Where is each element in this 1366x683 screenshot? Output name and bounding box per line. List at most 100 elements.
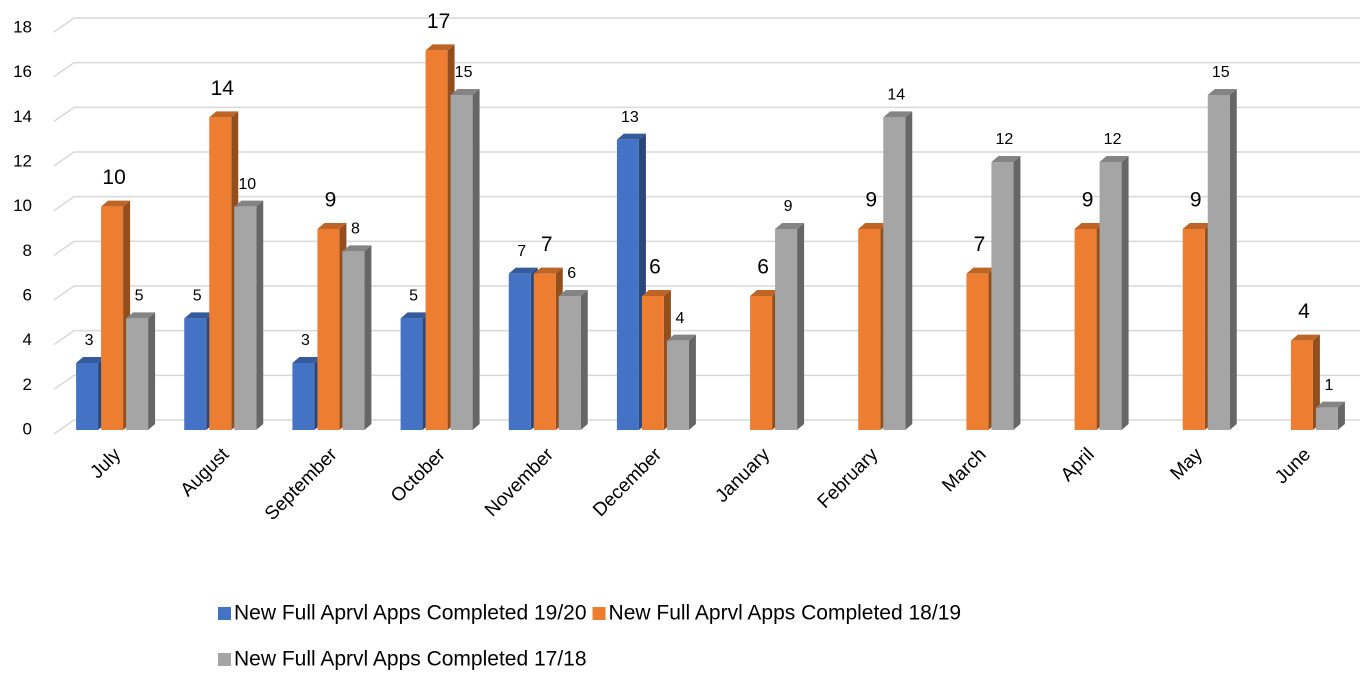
bar-top — [1207, 89, 1237, 95]
bar — [292, 363, 315, 430]
bar-top — [616, 133, 646, 140]
bar-top — [750, 290, 780, 296]
x-tick-label: June — [1271, 444, 1315, 488]
legend-swatch — [592, 607, 606, 620]
x-tick-label: April — [1057, 444, 1099, 486]
bar — [508, 273, 531, 430]
data-label: 5 — [193, 288, 202, 305]
data-label: 5 — [135, 288, 144, 305]
data-label: 4 — [675, 310, 684, 327]
y-tick-label: 18 — [13, 17, 32, 36]
bar — [750, 296, 773, 430]
x-tick-label: August — [177, 444, 234, 501]
bar — [1207, 95, 1230, 430]
bar-top — [1074, 223, 1104, 229]
bar — [76, 363, 99, 430]
bar — [883, 117, 906, 430]
bar-top — [966, 267, 996, 274]
bar-side — [1337, 401, 1345, 430]
bar-top — [1099, 156, 1129, 162]
bar-top — [450, 89, 480, 95]
x-tick-label: October — [387, 444, 450, 507]
bar — [991, 162, 1014, 430]
x-tick-label: December — [589, 444, 666, 521]
bar-side — [148, 312, 156, 430]
data-label: 8 — [351, 221, 360, 238]
bar — [317, 229, 340, 430]
bar-top — [425, 44, 455, 51]
grid-line — [53, 61, 1360, 78]
bar — [558, 296, 581, 430]
bar — [184, 318, 207, 430]
bar — [234, 206, 257, 430]
data-label: 12 — [996, 131, 1014, 148]
grid-line — [53, 151, 1360, 167]
data-label: 9 — [1190, 189, 1202, 212]
bar-top — [76, 357, 106, 363]
data-label: 9 — [865, 189, 877, 212]
bar — [425, 50, 448, 430]
data-label: 9 — [325, 189, 337, 212]
data-label: 6 — [567, 265, 576, 282]
grid-line — [53, 195, 1360, 212]
bar-side — [580, 290, 588, 430]
y-tick-label: 12 — [13, 151, 32, 170]
bar-top — [858, 223, 888, 229]
grid-line — [53, 329, 1360, 346]
data-label: 6 — [649, 256, 661, 279]
bar-side — [688, 334, 696, 430]
data-label: 6 — [757, 256, 769, 279]
y-tick-label: 6 — [23, 285, 32, 304]
data-label: 15 — [455, 64, 473, 81]
x-tick-label: January — [712, 444, 775, 507]
data-label: 7 — [974, 233, 986, 256]
bar — [209, 117, 232, 430]
bar-top — [1315, 401, 1345, 408]
bar-top — [666, 334, 696, 341]
grid-line — [53, 419, 1360, 435]
bar-top — [400, 312, 430, 319]
x-tick-label: November — [481, 444, 558, 521]
bar — [641, 296, 664, 430]
bar-top — [184, 312, 214, 319]
legend-label: New Full Aprvl Apps Completed 18/19 — [609, 602, 962, 625]
bar-top — [317, 223, 347, 229]
grid-line — [53, 17, 1360, 33]
bar — [1182, 229, 1205, 430]
bar-top — [1290, 334, 1320, 341]
bar-top — [883, 111, 913, 118]
bar-top — [558, 290, 588, 296]
legend-label: New Full Aprvl Apps Completed 19/20 — [234, 602, 587, 625]
data-label: 9 — [784, 198, 793, 215]
bar-top — [126, 312, 156, 319]
data-label: 10 — [238, 176, 256, 193]
bar-side — [1013, 156, 1021, 430]
bar-top — [991, 156, 1021, 162]
y-tick-label: 2 — [23, 375, 32, 394]
bar-top — [292, 357, 322, 363]
bar — [775, 229, 798, 430]
legend-swatch — [218, 653, 231, 666]
bar — [342, 251, 365, 430]
bar — [1074, 229, 1097, 430]
y-tick-label: 0 — [23, 419, 32, 438]
bar — [1099, 162, 1122, 430]
bar-top — [508, 267, 538, 274]
data-label: 3 — [85, 332, 94, 349]
bar-top — [641, 290, 671, 296]
y-tick-label: 4 — [23, 330, 32, 349]
bar — [450, 95, 473, 430]
bar-side — [364, 245, 372, 430]
x-tick-label: July — [86, 444, 125, 483]
bar — [666, 340, 689, 430]
bar-side — [797, 223, 805, 430]
grid-line — [53, 240, 1360, 256]
grid-line — [53, 374, 1360, 390]
bar-side — [472, 89, 480, 430]
y-tick-label: 8 — [23, 241, 32, 260]
data-label: 14 — [211, 77, 235, 100]
bar-top — [234, 200, 264, 207]
x-tick-label: February — [814, 444, 883, 513]
bar — [1315, 407, 1338, 430]
bar — [533, 273, 556, 430]
